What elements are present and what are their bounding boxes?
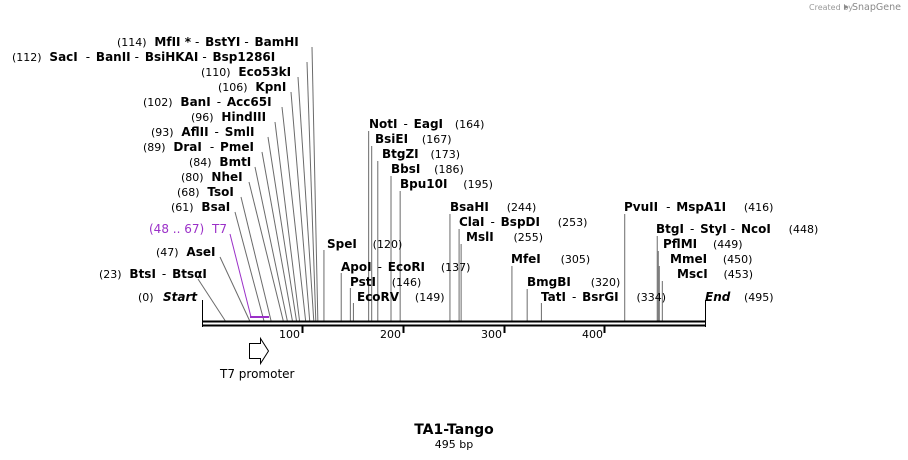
- site-connector: [254, 166, 288, 322]
- end-pos: (495): [744, 291, 774, 304]
- site-label-84[interactable]: (84) BmtI: [189, 155, 251, 169]
- ruler-label-400: 400: [582, 328, 603, 341]
- site-label-416[interactable]: PvuII - MspA1I (416): [624, 200, 773, 214]
- site-label-47[interactable]: (47) AseI: [156, 245, 215, 259]
- site-label-164[interactable]: NotI - EagI (164): [369, 117, 484, 131]
- site-label-110[interactable]: (110) Eco53kI: [201, 65, 291, 79]
- t7-promoter-arrow-icon[interactable]: [249, 336, 270, 366]
- site-label-120[interactable]: SpeI (120): [327, 237, 402, 251]
- end-label: End: [705, 290, 731, 304]
- ruler: 100 200 300 400: [279, 326, 606, 341]
- ruler-label-300: 300: [481, 328, 502, 341]
- site-label-305[interactable]: MfeI (305): [511, 252, 590, 266]
- site-label-448[interactable]: BtgI - StyI - NcoI (448): [656, 222, 818, 236]
- site-connector: [234, 211, 265, 322]
- site-connector: [306, 61, 317, 322]
- site-label-149[interactable]: EcoRV (149): [357, 290, 445, 304]
- site-label-93[interactable]: (93) AflII - SmlI: [151, 125, 254, 139]
- site-label-334[interactable]: TatI - BsrGI (334): [541, 290, 666, 304]
- site-label-449[interactable]: PflMI (449): [663, 237, 743, 251]
- site-connectors: [197, 46, 663, 322]
- site-label-255[interactable]: MslI (255): [466, 230, 543, 244]
- start-pos: (0): [138, 291, 154, 304]
- site-label-23[interactable]: (23) BtsI - BtsαI: [99, 267, 207, 281]
- site-connector: [197, 278, 226, 322]
- site-label-68[interactable]: (68) TsoI: [177, 185, 234, 199]
- site-label-195[interactable]: Bpu10I (195): [400, 177, 493, 191]
- ruler-label-100: 100: [279, 328, 300, 341]
- t7-feature-bar[interactable]: [250, 316, 269, 318]
- t7-promoter-label: T7 promoter: [219, 367, 295, 381]
- site-label-102[interactable]: (102) BanI - Acc65I: [143, 95, 272, 109]
- site-connector: [297, 76, 315, 322]
- site-label-112[interactable]: (112) SacI - BanII - BsiHKAI - Bsp1286I: [12, 50, 275, 64]
- t7-feature-label[interactable]: (48 .. 67) T7: [149, 222, 227, 236]
- site-label-320[interactable]: BmgBI (320): [527, 275, 620, 289]
- site-label-106[interactable]: (106) KpnI: [218, 80, 286, 94]
- t7-feature-connector: [229, 233, 252, 318]
- site-connector: [261, 151, 293, 322]
- sequence-length: 495 bp: [435, 438, 473, 451]
- site-label-137[interactable]: ApoI - EcoRI (137): [341, 260, 470, 274]
- site-label-453[interactable]: MscI (453): [677, 267, 753, 281]
- site-label-114[interactable]: (114) MfII * - BstYI - BamHI: [117, 35, 299, 49]
- site-labels: (114) MfII * - BstYI - BamHI (112) SacI - B…: [12, 35, 818, 304]
- credit-brand: SnapGene: [852, 2, 901, 13]
- site-label-253[interactable]: ClaI - BspDI (253): [459, 215, 587, 229]
- site-label-96[interactable]: (96) HindIII: [191, 110, 266, 124]
- site-connector: [219, 256, 251, 322]
- credit-prefix: Created by: [809, 3, 853, 12]
- site-connector: [281, 106, 307, 322]
- site-connector: [290, 91, 311, 322]
- snapgene-logo-icon: ▸: [844, 2, 849, 13]
- site-label-167[interactable]: BsiEI (167): [375, 132, 452, 146]
- site-connector: [311, 46, 319, 322]
- ruler-label-200: 200: [380, 328, 401, 341]
- sequence-title: TA1-Tango: [414, 422, 494, 438]
- site-connector: [267, 136, 297, 322]
- site-label-244[interactable]: BsaHI (244): [450, 200, 536, 214]
- site-connector: [274, 121, 301, 322]
- site-label-89[interactable]: (89) DraI - PmeI: [143, 140, 254, 154]
- site-label-80[interactable]: (80) NheI: [181, 170, 243, 184]
- site-label-450[interactable]: MmeI (450): [670, 252, 752, 266]
- site-connector: [240, 196, 272, 322]
- site-label-173[interactable]: BtgZI (173): [382, 147, 460, 161]
- start-label: Start: [163, 290, 198, 304]
- site-label-61[interactable]: (61) BsaI: [171, 200, 230, 214]
- site-connector: [248, 181, 284, 322]
- site-label-146[interactable]: PstI (146): [350, 275, 421, 289]
- site-label-186[interactable]: BbsI (186): [391, 162, 464, 176]
